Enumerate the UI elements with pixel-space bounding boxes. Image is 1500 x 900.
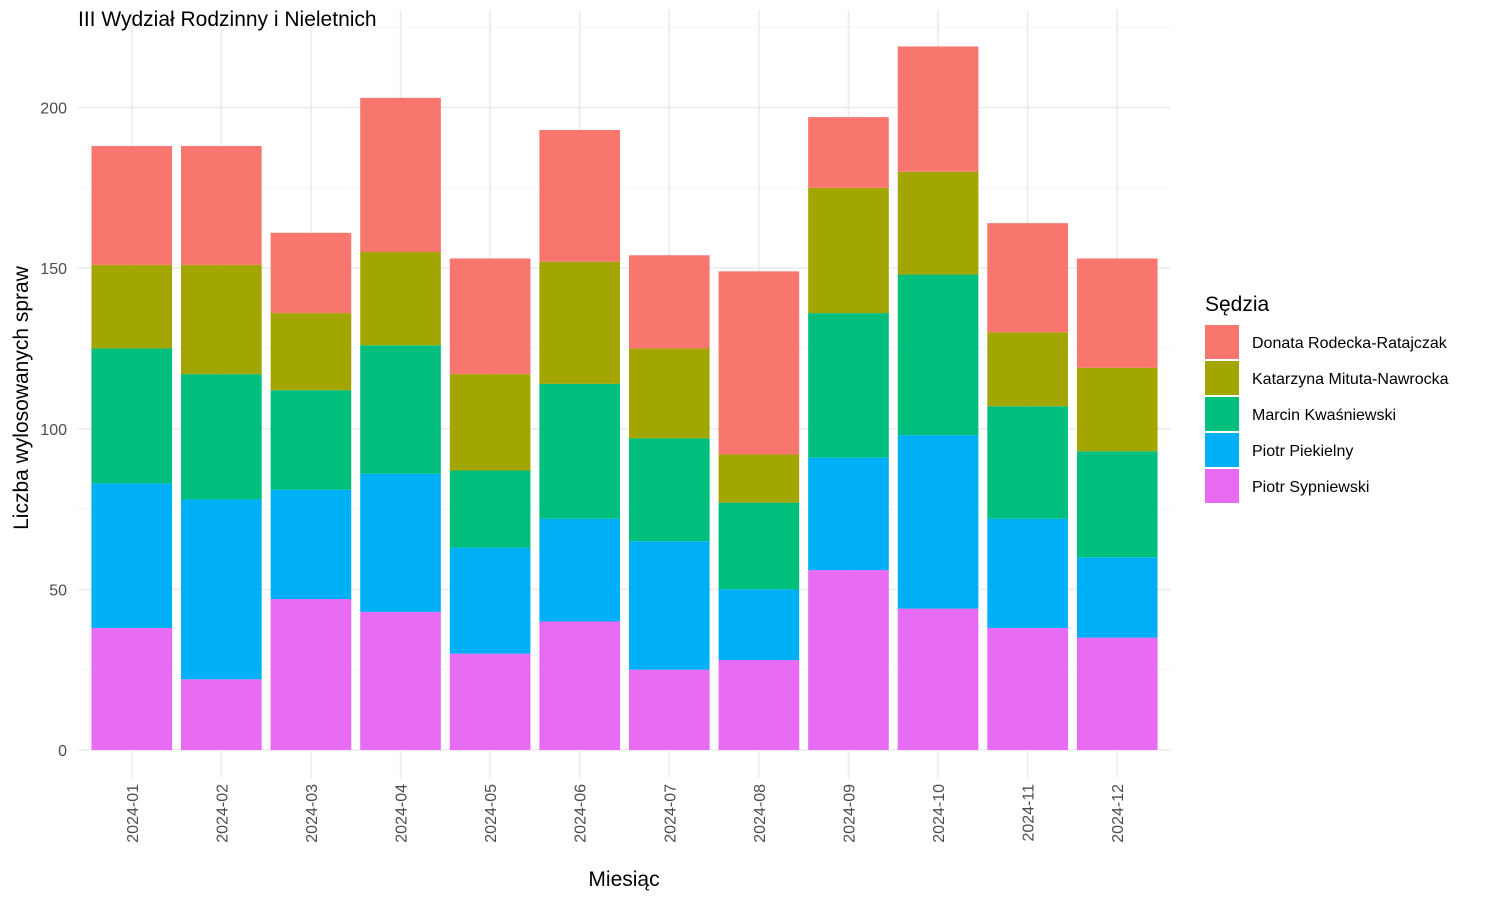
bar-segment <box>449 547 531 654</box>
legend-label: Piotr Piekielny <box>1252 443 1353 460</box>
legend-items: Donata Rodecka-Ratajczak Katarzyna Mituta… <box>1205 325 1449 503</box>
bar-segment <box>91 348 173 484</box>
bar-segment <box>1076 637 1158 750</box>
bar-segment <box>628 438 710 542</box>
bar-segment <box>91 483 173 628</box>
bar-segment <box>628 348 710 439</box>
bar-segment <box>181 264 262 375</box>
x-tick-label: 2024-06 <box>573 784 590 843</box>
bar-segment <box>360 611 441 750</box>
x-tick-label: 2024-01 <box>125 784 142 843</box>
legend: Sędzia Donata Rodecka-Ratajczak Katarzyna… <box>1205 293 1449 503</box>
legend-label: Donata Rodecka-Ratajczak <box>1252 335 1448 352</box>
bar-segment <box>628 669 710 750</box>
x-tick-label: 2024-08 <box>752 784 769 843</box>
legend-title: Sędzia <box>1205 293 1270 316</box>
bar-segment <box>181 374 262 500</box>
x-tick-label: 2024-04 <box>394 784 411 843</box>
bar-segment <box>91 146 173 265</box>
bar-segment <box>987 518 1068 628</box>
bar-segment <box>181 146 262 265</box>
bar-segment <box>360 345 441 474</box>
y-axis-title: Liczba wylosowanych spraw <box>10 265 33 530</box>
x-tick-label: 2024-07 <box>662 784 679 843</box>
bar-segment <box>718 454 800 503</box>
chart-title: III Wydział Rodzinny i Nieletnich <box>78 8 377 31</box>
legend-swatch <box>1205 469 1239 503</box>
x-tick-label: 2024-05 <box>483 784 500 843</box>
bar-segment <box>1076 557 1158 638</box>
x-tick-label: 2024-02 <box>214 784 231 843</box>
legend-swatch <box>1205 397 1239 431</box>
bar-segment <box>449 470 531 548</box>
legend-swatch <box>1205 433 1239 467</box>
bar-segment <box>718 660 800 750</box>
legend-label: Marcin Kwaśniewski <box>1252 407 1396 424</box>
bar-segment <box>270 489 352 600</box>
bar-segment <box>91 264 173 349</box>
legend-label: Katarzyna Mituta-Nawrocka <box>1252 371 1449 388</box>
bar-segment <box>628 541 710 670</box>
bar-segment <box>897 608 979 750</box>
x-tick-label: 2024-09 <box>841 784 858 843</box>
bar-segment <box>181 679 262 750</box>
bar-segment <box>718 502 800 590</box>
bar-segment <box>897 171 979 275</box>
bar-segment <box>449 653 531 750</box>
bar-segment <box>718 589 800 661</box>
x-axis-title: Miesiąc <box>588 868 659 891</box>
bar-segment <box>449 374 531 471</box>
bar-segment <box>539 383 621 519</box>
y-tick-label: 0 <box>58 743 67 760</box>
bar-segment <box>270 599 352 750</box>
bar-segment <box>808 187 889 314</box>
bar-segment <box>897 435 979 609</box>
bar-segment <box>987 332 1068 407</box>
bar-segments <box>91 46 1158 750</box>
bar-segment <box>897 46 979 172</box>
bar-segment <box>808 457 889 571</box>
bar-segment <box>987 223 1068 333</box>
x-tick-label: 2024-11 <box>1021 784 1038 842</box>
x-tick-label: 2024-12 <box>1110 784 1127 843</box>
y-tick-label: 50 <box>49 582 67 599</box>
bar-segment <box>808 570 889 750</box>
bar-segment <box>897 274 979 436</box>
axis-labels: 0 50 100 150 200 2024-01 2024-02 2024-03 2024-04… <box>40 101 1127 843</box>
bar-segment <box>270 390 352 490</box>
bar-segment <box>539 518 621 622</box>
bar-segment <box>539 621 621 750</box>
bar-segment <box>360 97 441 253</box>
bar-segment <box>628 255 710 349</box>
bar-segment <box>449 258 531 375</box>
bar-segment <box>718 271 800 455</box>
bar-segment <box>987 627 1068 750</box>
bar-segment <box>987 406 1068 519</box>
bar-segment <box>808 117 889 188</box>
bar-segment <box>539 129 621 262</box>
y-tick-label: 100 <box>40 422 67 439</box>
bar-segment <box>360 252 441 346</box>
bar-segment <box>181 499 262 680</box>
legend-swatch <box>1205 325 1239 359</box>
x-tick-label: 2024-10 <box>931 784 948 843</box>
legend-label: Piotr Sypniewski <box>1252 479 1369 496</box>
bar-segment <box>360 473 441 612</box>
bar-segment <box>1076 451 1158 558</box>
y-tick-label: 150 <box>40 261 67 278</box>
y-tick-label: 200 <box>40 101 67 118</box>
bar-segment <box>1076 258 1158 368</box>
x-tick-label: 2024-03 <box>304 784 321 843</box>
bar-segment <box>808 313 889 458</box>
bar-segment <box>270 313 352 391</box>
legend-swatch <box>1205 361 1239 395</box>
bar-segment <box>91 627 173 750</box>
bar-segment <box>539 261 621 384</box>
bar-segment <box>270 232 352 314</box>
bar-segment <box>1076 367 1158 452</box>
